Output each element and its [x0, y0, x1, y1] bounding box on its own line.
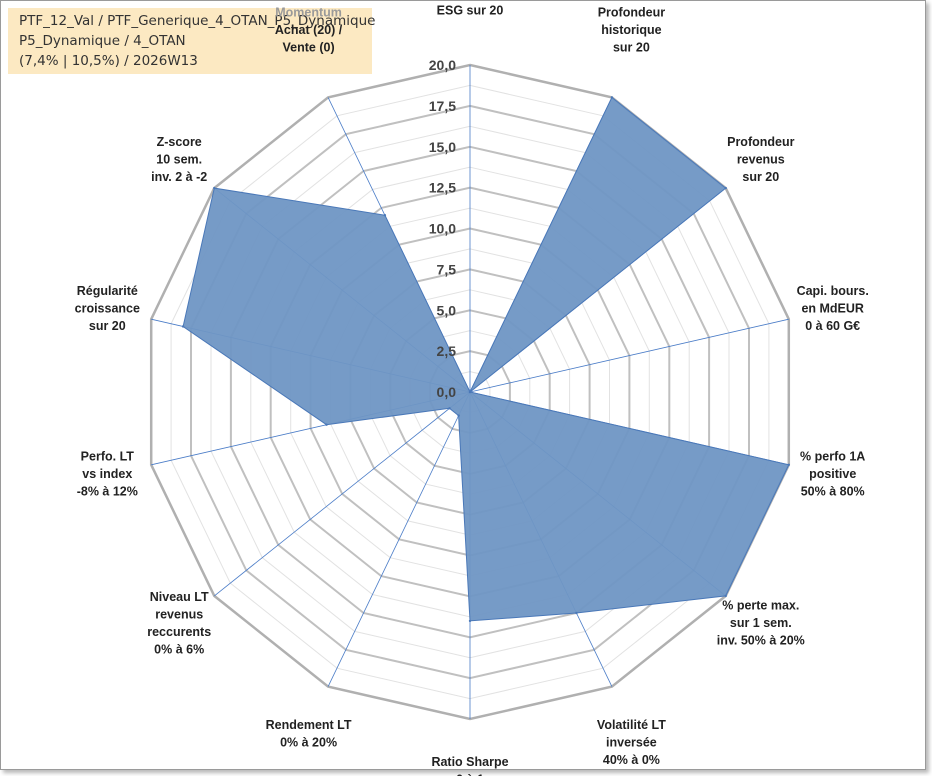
axis-label-line: Rendement LT — [266, 718, 352, 732]
info-line-stats: (7,4% | 10,5%) / 2026W13 — [19, 53, 198, 69]
tick-label: 17,5 — [429, 98, 456, 114]
axis-label-line: 40% à 0% — [603, 753, 660, 767]
info-line-portfolio: PTF_12_Val / PTF_Generique_4_OTAN_P5_Dyn… — [19, 13, 376, 29]
axis-label-9: Rendement LT 0% à 20% — [266, 718, 352, 750]
axis-label-line: inversée — [606, 736, 657, 750]
tick-label: 0,0 — [437, 384, 457, 400]
spoke-4 — [469, 318, 789, 393]
axis-label-line: positive — [809, 467, 856, 481]
axis-label-line: reccurents — [147, 625, 211, 639]
axis-label-line: 50% à 80% — [801, 485, 865, 499]
axis-label-line: en MdEUR — [801, 302, 864, 316]
axis-label-line: Achat (20) / — [275, 23, 343, 37]
data-point-4 — [468, 390, 472, 394]
axis-label-line: croissance — [75, 302, 140, 316]
axis-label-line: 10 sem. — [156, 152, 202, 166]
axis-label-line: Z-score — [157, 135, 202, 149]
axis-label-line: sur 20 — [742, 170, 779, 184]
data-point-12 — [181, 325, 185, 328]
axis-label-line: revenus — [155, 607, 203, 621]
data-point-8 — [468, 619, 472, 623]
axis-label-10: Niveau LT revenus reccurents 0% à 6% — [147, 590, 211, 657]
axis-label-line: 0 à 60 G€ — [805, 319, 860, 333]
axis-label-line: 0 à 1 — [456, 773, 484, 776]
axis-label-2: Profondeur historique sur 20 — [598, 5, 665, 54]
tick-label: 7,5 — [437, 261, 457, 277]
data-point-9 — [457, 414, 460, 417]
tick-label: 10,0 — [429, 221, 456, 237]
axis-label-line: % perfo 1A — [800, 450, 865, 464]
axis-label-line: Profondeur — [598, 5, 665, 19]
axis-label-13: Z-score 10 sem. inv. 2 à -2 — [151, 135, 207, 184]
data-point-3 — [724, 186, 727, 190]
axis-label-12: Régularité croissance sur 20 — [75, 284, 140, 333]
series-layer — [181, 96, 790, 623]
data-point-6 — [724, 594, 727, 598]
axis-label-line: inv. 2 à -2 — [151, 170, 207, 184]
axis-label-6: % perte max. sur 1 sem. inv. 50% à 20% — [717, 599, 805, 648]
axis-label-line: Momentum — [275, 5, 342, 19]
axis-label-line: ESG sur 20 — [437, 4, 504, 18]
axis-label-line: % perte max. — [722, 599, 799, 613]
tick-label: 12,5 — [429, 180, 456, 196]
data-point-11 — [325, 423, 328, 426]
axis-label-7: Volatilité LT inversée 40% à 0% — [597, 718, 666, 767]
axis-label-line: Régularité — [77, 284, 138, 298]
axis-label-line: vs index — [82, 467, 132, 481]
axis-label-line: Capi. bours. — [797, 284, 869, 298]
axis-label-line: Perfo. LT — [81, 450, 135, 464]
axis-labels: NoteESG sur 20 Profondeur historique sur 20… — [75, 0, 869, 776]
axis-label-line: -8% à 12% — [77, 485, 138, 499]
axis-label-line: historique — [601, 23, 661, 37]
tick-label: 5,0 — [437, 302, 457, 318]
axis-label-line: inv. 50% à 20% — [717, 634, 805, 648]
axis-label-line: sur 20 — [613, 40, 650, 54]
data-point-13 — [213, 186, 216, 190]
axis-label-1: NoteESG sur 20 — [437, 0, 504, 18]
tick-label: 20,0 — [429, 57, 456, 73]
series-area-1 — [182, 96, 790, 622]
tick-label: 2,5 — [437, 343, 457, 359]
axis-label-line: 0% à 20% — [280, 736, 337, 750]
axis-label-5: % perfo 1A positive 50% à 80% — [800, 450, 865, 499]
axis-label-line: 0% à 6% — [154, 642, 204, 656]
axis-label-4: Capi. bours. en MdEUR 0 à 60 G€ — [797, 284, 869, 333]
tick-labels: 0,0 2,5 5,0 7,5 10,0 12,5 15,0 17,5 20,0 — [429, 57, 456, 400]
data-point-14 — [383, 214, 387, 217]
data-point-10 — [448, 407, 451, 410]
axis-label-line: sur 20 — [89, 319, 126, 333]
info-line-profile: P5_Dynamique / 4_OTAN — [19, 33, 186, 49]
tick-label: 15,0 — [429, 139, 456, 155]
axis-label-11: Perfo. LT vs index -8% à 12% — [77, 450, 138, 499]
spoke-9 — [327, 391, 471, 687]
spoke-10 — [214, 391, 471, 597]
axis-label-line: Niveau LT — [150, 590, 209, 604]
axis-label-line: Vente (0) — [283, 40, 335, 54]
axis-label-14: Momentum Achat (20) / Vente (0) — [275, 5, 343, 54]
axis-label-line: sur 1 sem. — [730, 616, 792, 630]
axis-label-3: Profondeur revenus sur 20 — [727, 135, 794, 184]
axis-label-line: revenus — [737, 152, 785, 166]
axis-label-line: Volatilité LT — [597, 718, 666, 732]
info-box: PTF_12_Val / PTF_Generique_4_OTAN_P5_Dyn… — [8, 8, 376, 74]
data-point-2 — [610, 96, 614, 99]
data-point-7 — [575, 611, 578, 615]
axis-label-line: Ratio Sharpe — [431, 755, 508, 769]
data-point-5 — [787, 463, 790, 466]
axis-label-line: Profondeur — [727, 135, 794, 149]
axis-label-8: Ratio Sharpe 0 à 1 — [431, 755, 508, 776]
